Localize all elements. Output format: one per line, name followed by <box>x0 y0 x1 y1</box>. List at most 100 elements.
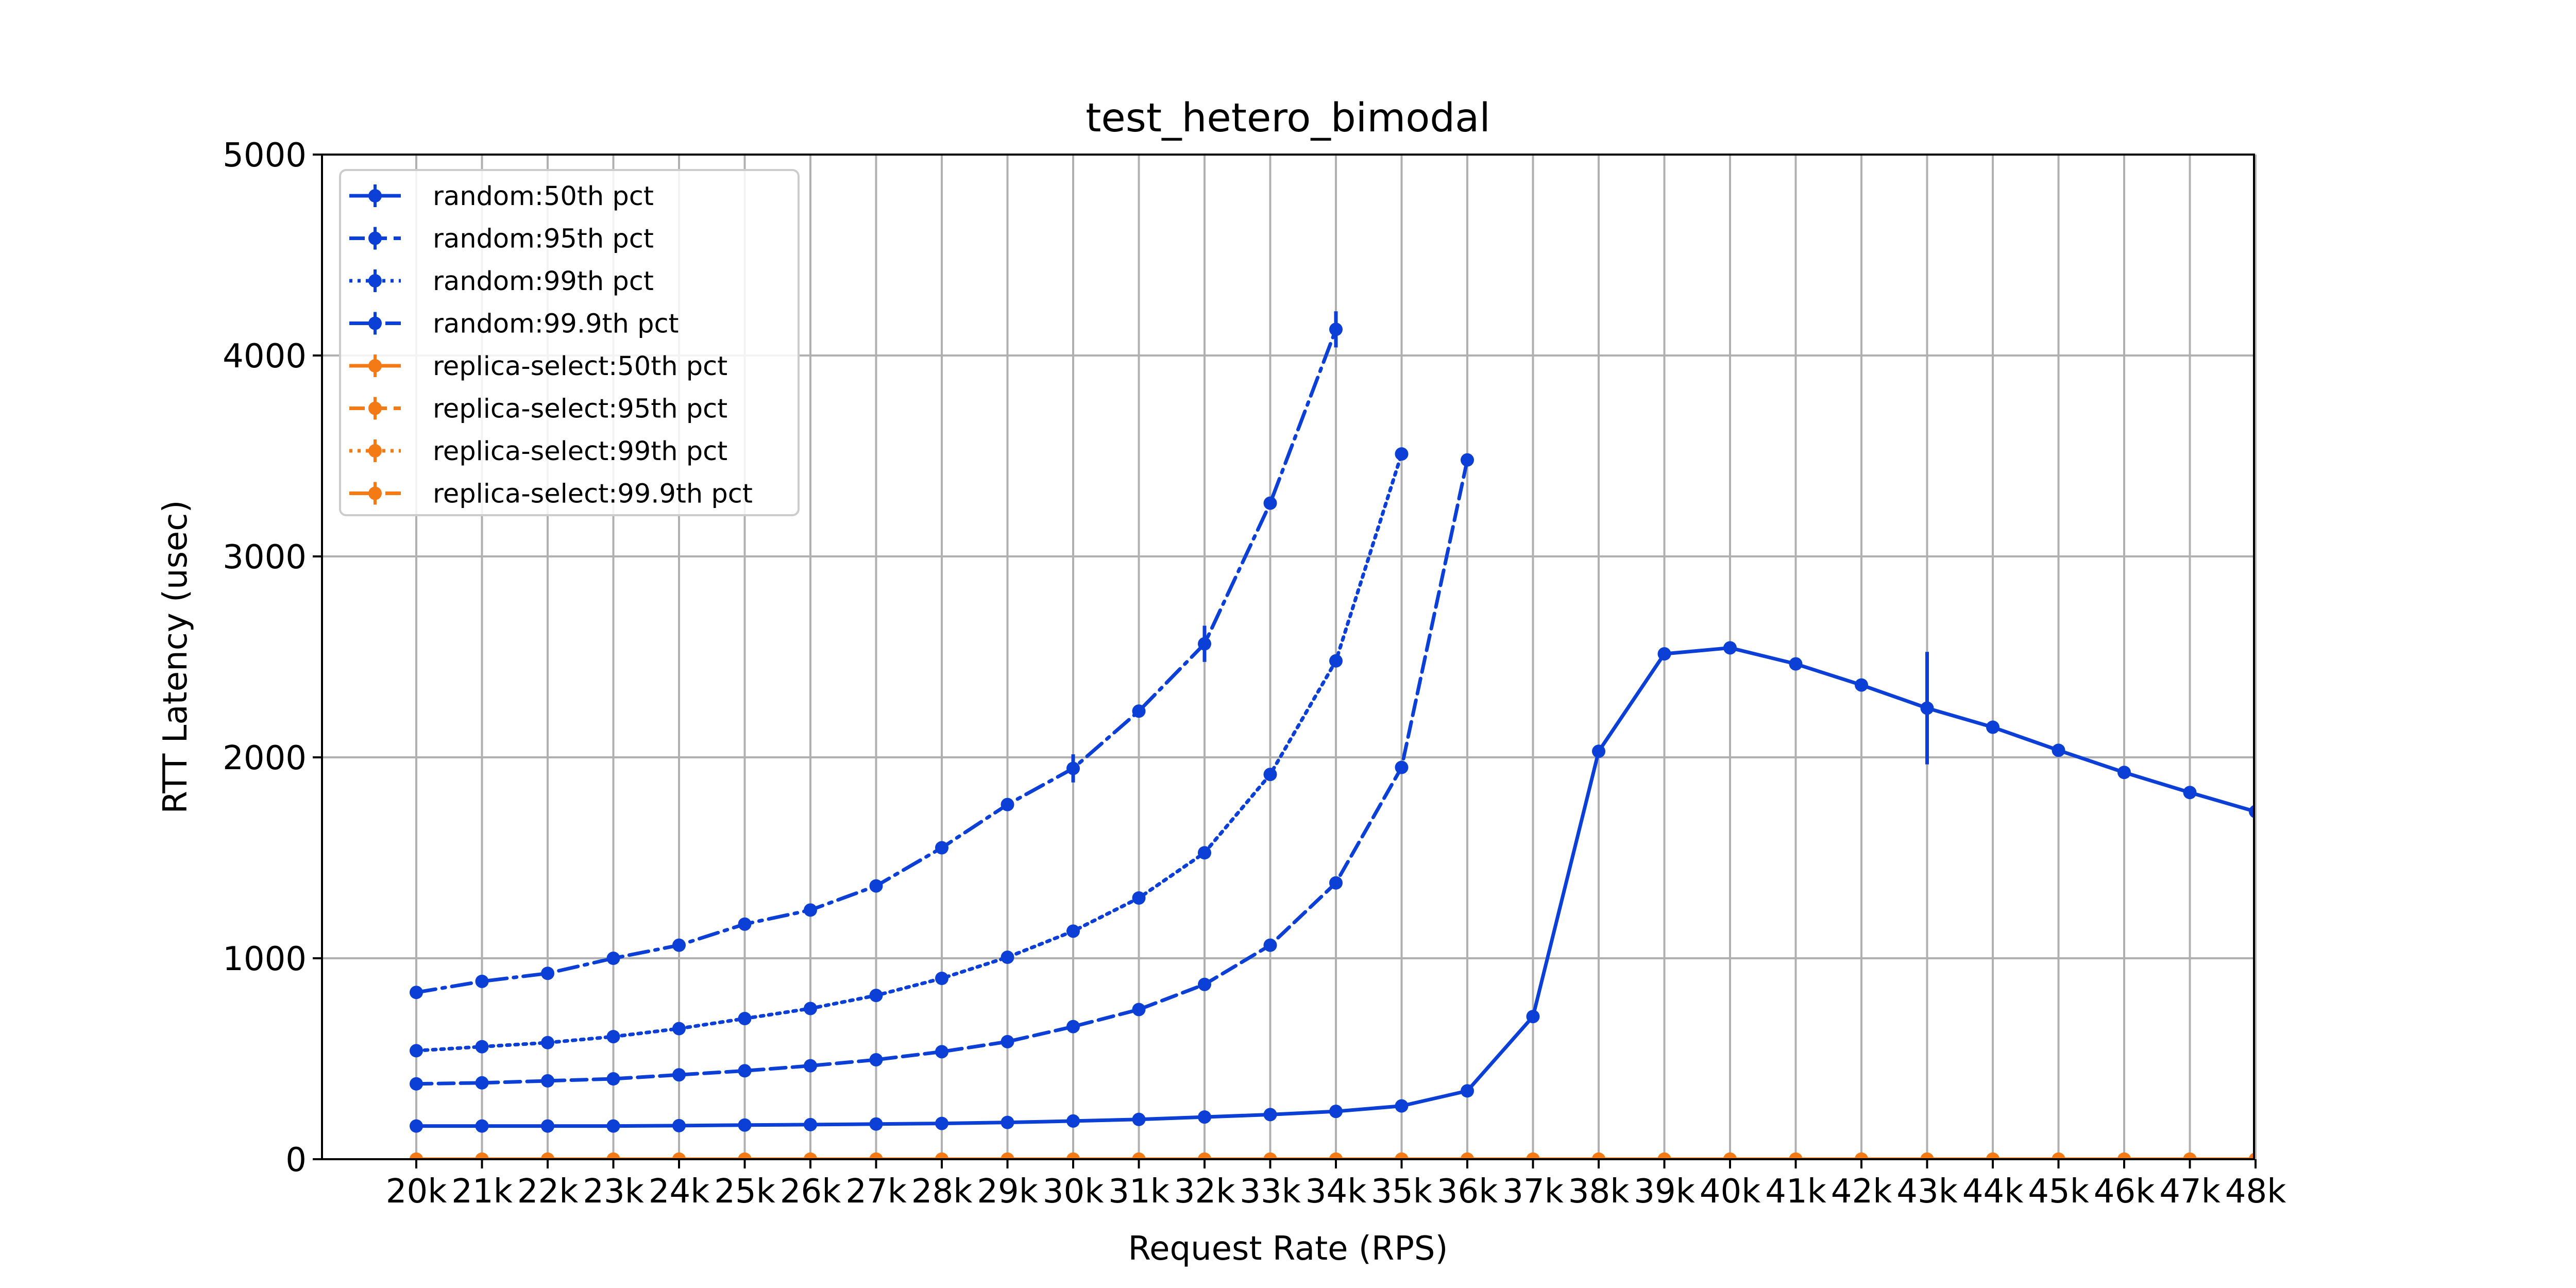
data-point <box>1263 1153 1277 1159</box>
x-tick-label: 27k <box>845 1173 907 1211</box>
data-point <box>606 1119 620 1133</box>
data-point <box>606 1153 620 1159</box>
data-point <box>935 972 948 985</box>
data-point <box>1001 1115 1014 1129</box>
data-point <box>410 986 423 999</box>
data-point <box>475 1153 489 1159</box>
data-point <box>1263 496 1277 510</box>
series-7 <box>410 1153 2254 1159</box>
legend-label: random:50th pct <box>433 181 654 212</box>
y-tick-label: 3000 <box>223 538 307 577</box>
x-tick-label: 22k <box>517 1173 579 1211</box>
data-point <box>869 1153 883 1159</box>
legend-label: random:95th pct <box>433 224 654 255</box>
data-point <box>869 1117 883 1131</box>
series-layer <box>410 311 2254 1159</box>
data-point <box>1132 1003 1146 1016</box>
data-point <box>935 1153 948 1159</box>
data-point <box>1395 760 1409 774</box>
x-tick-label: 21k <box>451 1173 513 1211</box>
data-point <box>2117 766 2131 779</box>
legend-item: random:99th pct <box>349 266 654 297</box>
data-point <box>1329 1153 1343 1159</box>
data-point <box>738 1012 752 1025</box>
data-point <box>541 1036 554 1049</box>
legend-item: replica-select:95th pct <box>349 394 727 425</box>
legend-marker <box>368 231 382 245</box>
x-tick-label: 23k <box>583 1173 644 1211</box>
data-point <box>1001 1035 1014 1048</box>
data-point <box>1723 641 1737 655</box>
data-point <box>1395 447 1409 461</box>
data-point <box>541 1074 554 1088</box>
data-point <box>410 1044 423 1058</box>
series-2 <box>410 447 1409 1058</box>
data-point <box>606 952 620 965</box>
legend-item: random:50th pct <box>349 181 654 212</box>
x-tick-label: 30k <box>1043 1173 1104 1211</box>
legend-item: replica-select:99th pct <box>349 436 727 467</box>
chart-title: test_hetero_bimodal <box>1086 95 1490 141</box>
legend-item: random:95th pct <box>349 224 654 255</box>
data-point <box>1001 1153 1014 1159</box>
data-point <box>1789 657 1803 671</box>
data-point <box>672 938 686 952</box>
data-point <box>1066 761 1080 775</box>
data-point <box>1263 1108 1277 1122</box>
y-tick-label: 5000 <box>223 137 307 175</box>
data-point <box>1198 846 1211 860</box>
ticks: 20k 21k 22k 23k 24k 25k 26k 27k 28k 29k 30k 31k 32k 3… <box>223 137 2286 1211</box>
legend-label: random:99th pct <box>433 266 654 297</box>
data-point <box>1198 1110 1211 1124</box>
x-tick-label: 29k <box>977 1173 1038 1211</box>
data-point <box>1592 1153 1605 1159</box>
y-tick-label: 4000 <box>223 337 307 376</box>
data-point <box>1263 768 1277 782</box>
legend-label: replica-select:99th pct <box>433 436 727 467</box>
legend: random:50th pct random:95th pct random:99t… <box>339 169 800 516</box>
data-point <box>1592 744 1605 758</box>
data-point <box>2052 743 2065 757</box>
data-point <box>1132 891 1146 905</box>
data-point <box>1920 1153 1934 1159</box>
x-tick-label: 20k <box>386 1173 447 1211</box>
data-point <box>1526 1153 1540 1159</box>
legend-label: replica-select:99.9th pct <box>433 479 753 510</box>
legend-marker <box>368 189 382 202</box>
data-point <box>2052 1153 2065 1159</box>
data-point <box>1132 1153 1146 1159</box>
legend-box <box>339 169 800 516</box>
data-point <box>1461 1153 1474 1159</box>
data-point <box>475 974 489 988</box>
x-tick-label: 35k <box>1371 1173 1432 1211</box>
data-point <box>869 1053 883 1066</box>
data-point <box>1001 951 1014 964</box>
data-point <box>804 1117 817 1131</box>
data-point <box>1132 1112 1146 1126</box>
data-point <box>1329 323 1343 336</box>
data-point <box>869 879 883 893</box>
x-tick-label: 38k <box>1568 1173 1630 1211</box>
data-point <box>1789 1153 1803 1159</box>
data-point <box>1986 720 1999 734</box>
legend-marker <box>368 359 382 372</box>
data-point <box>1657 1153 1671 1159</box>
data-point <box>1066 1153 1080 1159</box>
series-1 <box>410 453 1474 1091</box>
data-point <box>1132 704 1146 718</box>
data-point <box>1855 678 1868 692</box>
data-point <box>475 1076 489 1090</box>
x-tick-label: 40k <box>1700 1173 1761 1211</box>
data-point <box>1198 1153 1211 1159</box>
data-point <box>935 1116 948 1130</box>
data-point <box>2183 1153 2197 1159</box>
data-point <box>1855 1153 1868 1159</box>
data-point <box>410 1153 423 1159</box>
data-point <box>738 1064 752 1078</box>
data-point <box>1657 647 1671 661</box>
legend-label: replica-select:50th pct <box>433 351 727 382</box>
y-tick-label: 2000 <box>223 739 307 777</box>
x-tick-label: 25k <box>714 1173 775 1211</box>
legend-label: random:99.9th pct <box>433 309 679 340</box>
data-point <box>2117 1153 2131 1159</box>
